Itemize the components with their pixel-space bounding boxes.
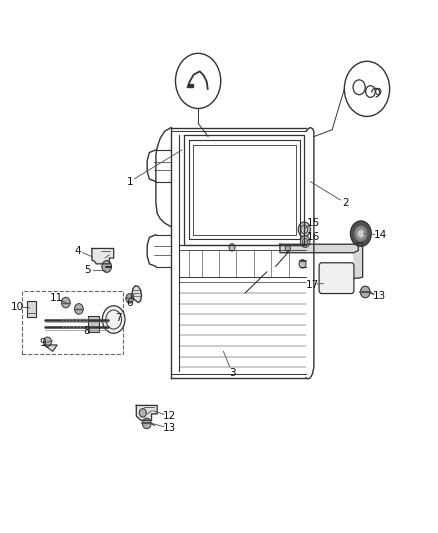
Text: 3: 3	[229, 368, 235, 377]
Text: 16: 16	[307, 232, 321, 243]
Circle shape	[360, 286, 370, 298]
Text: 12: 12	[162, 411, 176, 421]
Text: 14: 14	[374, 230, 387, 240]
Text: 17: 17	[306, 279, 319, 289]
Circle shape	[74, 304, 83, 314]
Circle shape	[102, 261, 112, 272]
Polygon shape	[187, 84, 193, 87]
Text: 7: 7	[116, 313, 122, 324]
Circle shape	[299, 260, 306, 268]
Circle shape	[139, 409, 146, 417]
Bar	[27, 301, 36, 317]
Polygon shape	[92, 248, 114, 264]
Text: 10: 10	[11, 302, 24, 312]
Circle shape	[355, 226, 367, 241]
Polygon shape	[280, 243, 358, 253]
Bar	[88, 317, 99, 332]
Circle shape	[142, 418, 151, 429]
Circle shape	[300, 236, 310, 247]
Circle shape	[350, 221, 371, 246]
Polygon shape	[136, 406, 157, 420]
Circle shape	[126, 294, 134, 303]
Circle shape	[61, 297, 70, 308]
Text: 4: 4	[74, 246, 81, 256]
Text: 8: 8	[83, 326, 90, 336]
FancyBboxPatch shape	[319, 263, 354, 294]
Text: 13: 13	[162, 423, 176, 433]
Circle shape	[285, 245, 290, 252]
Polygon shape	[44, 345, 57, 351]
Polygon shape	[131, 286, 141, 303]
Bar	[22, 292, 123, 354]
Circle shape	[358, 230, 364, 237]
Text: 2: 2	[342, 198, 349, 208]
Text: 6: 6	[127, 297, 133, 308]
Circle shape	[44, 337, 51, 346]
Text: 1: 1	[127, 176, 133, 187]
Polygon shape	[354, 243, 363, 278]
Circle shape	[229, 244, 235, 251]
Text: 15: 15	[307, 218, 321, 228]
Text: 11: 11	[49, 293, 63, 303]
Text: 9: 9	[40, 338, 46, 349]
Text: 5: 5	[84, 265, 91, 275]
Text: 13: 13	[373, 291, 386, 301]
Circle shape	[102, 306, 125, 333]
Circle shape	[298, 222, 311, 237]
